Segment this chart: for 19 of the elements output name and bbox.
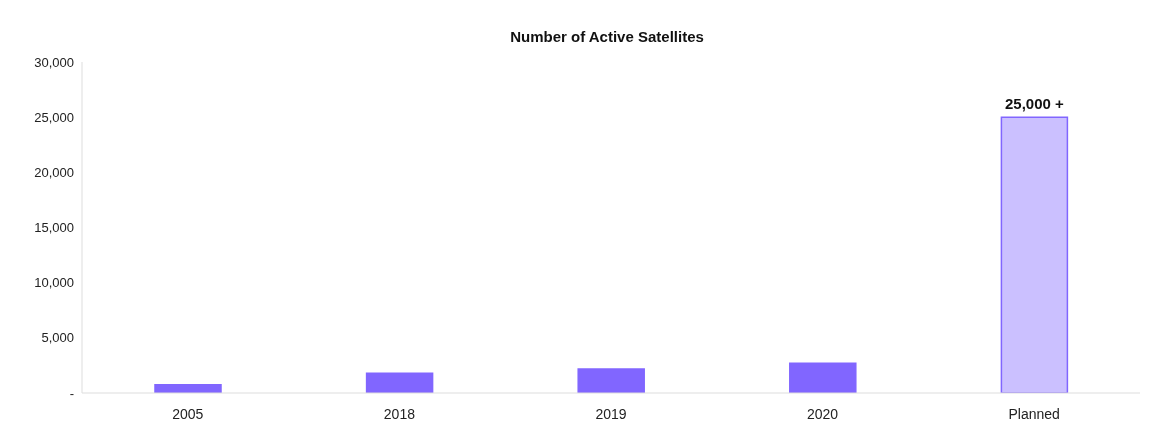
x-tick-label: 2020 xyxy=(807,405,839,422)
y-tick-label: 10,000 xyxy=(34,275,74,291)
bar xyxy=(789,362,857,393)
bar xyxy=(365,372,434,393)
bar xyxy=(577,368,645,393)
data-label: 25,000 + xyxy=(1004,95,1065,113)
y-tick-label: 30,000 xyxy=(34,54,74,70)
y-tick-label: 20,000 xyxy=(34,164,74,180)
y-tick-label: 5,000 xyxy=(41,330,74,346)
bar xyxy=(1000,116,1069,393)
x-tick-label: 2005 xyxy=(172,405,204,422)
y-tick-label: 15,000 xyxy=(34,220,74,236)
y-tick-label: - xyxy=(69,385,74,401)
y-tick-label: 25,000 xyxy=(34,109,74,125)
x-tick-label: 2019 xyxy=(595,405,627,422)
x-tick-label: Planned xyxy=(1008,405,1060,422)
chart-title: Number of Active Satellites xyxy=(509,27,705,47)
bar xyxy=(154,383,222,393)
x-tick-label: 2018 xyxy=(383,405,416,422)
